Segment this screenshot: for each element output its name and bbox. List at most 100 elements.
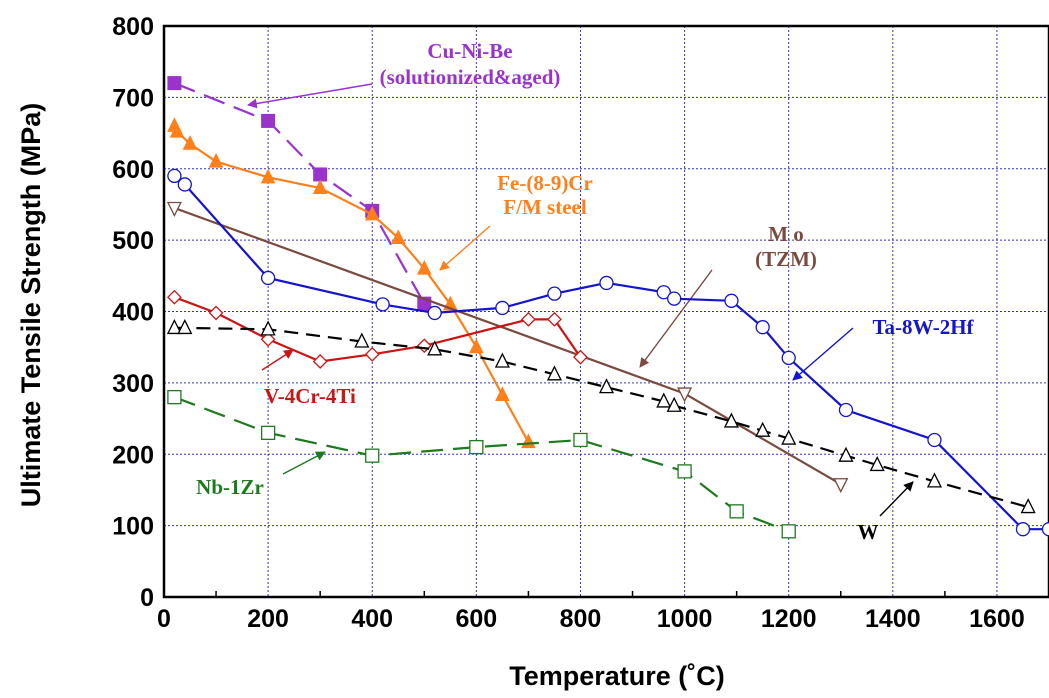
data-point bbox=[1020, 498, 1036, 514]
data-point bbox=[166, 318, 182, 335]
annotation-text: Cu-Ni-Be bbox=[427, 39, 512, 63]
data-point bbox=[364, 205, 380, 221]
x-tick-label: 600 bbox=[455, 605, 497, 633]
data-point bbox=[838, 446, 854, 462]
data-point bbox=[260, 270, 276, 286]
data-point bbox=[208, 152, 224, 168]
annotation-text: Nb-1Zr bbox=[196, 475, 264, 499]
annotation-6: Nb-1Zr bbox=[196, 451, 326, 499]
data-point bbox=[260, 168, 276, 184]
y-tick-label: 200 bbox=[112, 441, 154, 469]
data-point bbox=[182, 135, 198, 150]
data-point bbox=[365, 448, 380, 463]
y-tick-label: 600 bbox=[112, 156, 154, 184]
annotation-3: Ta-8W-2Hf bbox=[792, 315, 975, 381]
data-point bbox=[260, 320, 276, 336]
x-tick-label: 1600 bbox=[969, 605, 1025, 633]
annotation-arrow bbox=[247, 83, 373, 109]
series-cu-ni-be-solutionized-aged bbox=[167, 76, 432, 311]
data-point bbox=[469, 338, 484, 354]
annotation-2: M o(TZM) bbox=[639, 222, 817, 368]
y-tick-label: 800 bbox=[112, 13, 154, 41]
data-point bbox=[177, 318, 193, 335]
annotations: Cu-Ni-Be(solutionized&aged) Fe-(8-9)CrF/M… bbox=[196, 39, 974, 544]
data-point bbox=[260, 425, 276, 440]
data-point bbox=[677, 464, 692, 479]
series-group bbox=[166, 76, 1049, 539]
data-point bbox=[167, 389, 182, 405]
data-point bbox=[547, 286, 562, 301]
data-point bbox=[781, 524, 796, 539]
data-point bbox=[723, 412, 739, 428]
data-point bbox=[469, 439, 484, 455]
x-tick-label: 800 bbox=[560, 605, 602, 633]
annotation-arrow bbox=[282, 451, 326, 475]
annotation-text: Fe-(8-9)Cr bbox=[497, 171, 593, 195]
data-point bbox=[598, 378, 615, 394]
data-point bbox=[416, 260, 432, 275]
annotation-5: W bbox=[858, 481, 914, 544]
data-point bbox=[521, 433, 536, 449]
annotation-text: W bbox=[858, 520, 879, 544]
data-point bbox=[677, 387, 693, 403]
data-point bbox=[755, 421, 771, 437]
data-point bbox=[1015, 522, 1031, 537]
data-point bbox=[261, 113, 276, 128]
series-line bbox=[174, 206, 842, 486]
x-tick-label: 0 bbox=[157, 605, 171, 633]
data-point bbox=[166, 201, 182, 217]
data-point bbox=[656, 392, 672, 408]
plot-area bbox=[162, 24, 1049, 599]
annotation-text: (TZM) bbox=[755, 247, 817, 271]
data-point bbox=[781, 350, 796, 366]
data-point bbox=[724, 293, 739, 308]
data-point bbox=[927, 432, 942, 448]
data-point bbox=[547, 311, 562, 327]
y-tick-label: 400 bbox=[112, 299, 154, 327]
data-point bbox=[755, 320, 770, 335]
data-point bbox=[427, 340, 443, 356]
tick-labels: 0 200 400 600 800 1000 1200 1400 1600 0 100 200 300 4… bbox=[112, 13, 1024, 633]
data-point bbox=[390, 229, 406, 244]
data-point bbox=[781, 429, 797, 445]
annotation-text: V-4Cr-4Ti bbox=[264, 384, 356, 408]
data-point bbox=[667, 291, 682, 306]
annotation-arrow bbox=[792, 327, 854, 381]
data-point bbox=[520, 311, 536, 327]
x-tick-label: 400 bbox=[351, 605, 393, 633]
series-mo-tzm bbox=[166, 201, 849, 494]
data-point bbox=[416, 338, 432, 354]
data-point bbox=[494, 352, 510, 368]
grid bbox=[164, 25, 1049, 597]
data-point bbox=[427, 305, 442, 321]
data-point bbox=[312, 354, 328, 369]
annotation-0: Cu-Ni-Be(solutionized&aged) bbox=[247, 39, 561, 109]
data-point bbox=[869, 456, 885, 472]
annotation-arrow bbox=[639, 269, 713, 368]
data-point bbox=[166, 289, 182, 305]
annotation-arrow bbox=[879, 481, 914, 517]
data-point bbox=[729, 504, 744, 519]
annotation-text: M o bbox=[768, 222, 804, 246]
series-line bbox=[173, 82, 426, 305]
y-tick-label: 500 bbox=[112, 227, 154, 255]
data-point bbox=[354, 332, 370, 348]
data-point bbox=[838, 402, 854, 418]
data-point bbox=[656, 285, 671, 300]
data-point bbox=[260, 331, 276, 347]
x-tick-label: 1200 bbox=[761, 605, 817, 633]
data-point bbox=[167, 168, 182, 184]
annotation-text: (solutionized&aged) bbox=[380, 65, 561, 89]
series-fe-8-9-cr-f-m-steel bbox=[167, 117, 536, 449]
x-axis-label: Temperature (˚C) bbox=[509, 661, 725, 691]
data-point bbox=[177, 177, 192, 192]
data-point bbox=[926, 472, 943, 488]
data-point bbox=[312, 179, 328, 195]
data-point bbox=[666, 396, 682, 412]
y-tick-label: 100 bbox=[112, 513, 154, 541]
series-w bbox=[166, 318, 1036, 514]
data-point bbox=[546, 365, 562, 381]
data-point bbox=[833, 478, 849, 494]
x-tick-label: 1400 bbox=[865, 605, 921, 633]
data-point bbox=[495, 386, 510, 402]
